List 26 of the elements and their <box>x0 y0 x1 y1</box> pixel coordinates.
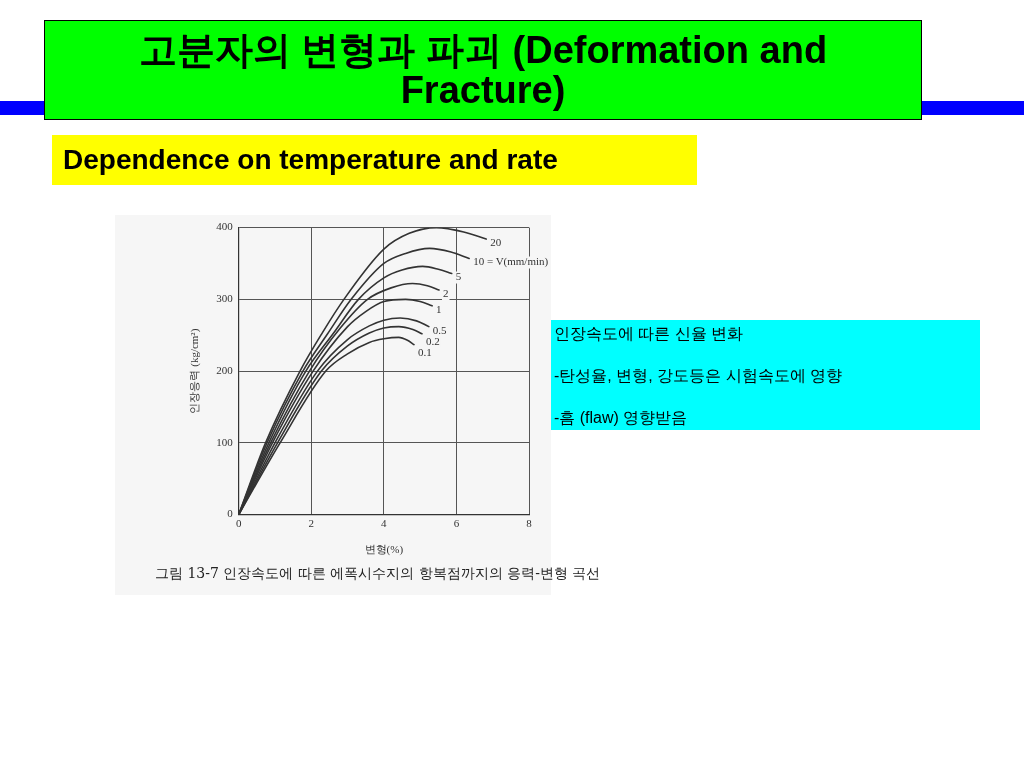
y-tick-label: 400 <box>216 220 234 233</box>
y-tick-label: 100 <box>216 435 234 448</box>
x-tick-label: 8 <box>526 517 533 530</box>
y-tick-label: 0 <box>227 507 234 520</box>
series-label: 5 <box>455 270 462 283</box>
series-label: 0.1 <box>417 345 432 358</box>
series-label: 0.5 <box>432 323 448 336</box>
text: 인장속도에 따른 신율 변화 <box>554 324 744 344</box>
series-label: 0.2 <box>425 334 440 347</box>
text: -탄성율, 변형, 강도등은 시험속도에 영향 <box>554 366 842 386</box>
caption: 그림 13-7 인장속도에 따른 에폭시수지의 항복점까지의 응력-변형 곡선 <box>155 565 601 583</box>
y-tick-label: 300 <box>216 292 234 305</box>
x-tick-label: 4 <box>381 517 388 530</box>
series-label: 1 <box>436 302 442 315</box>
x-tick-label: 2 <box>308 517 315 530</box>
chart-title: 고분자의 변형과 파괴 (Deformation and Fracture) <box>137 29 829 111</box>
y-axis-title: 인장응력 (kg/cm²) <box>188 328 202 414</box>
chart-subtitle: Dependence on temperature and rate <box>63 144 558 176</box>
x-tick-label: 6 <box>453 517 460 530</box>
x-axis-title: 변형(%) <box>364 543 404 557</box>
y-tick-label: 200 <box>216 363 234 376</box>
text: -흠 (flaw) 영향받음 <box>554 408 688 428</box>
series-label: 10 = V(mm/min) <box>473 255 549 269</box>
series-label: 2 <box>443 286 449 299</box>
series-label: 20 <box>490 235 502 248</box>
x-tick-label: 0 <box>235 517 242 530</box>
